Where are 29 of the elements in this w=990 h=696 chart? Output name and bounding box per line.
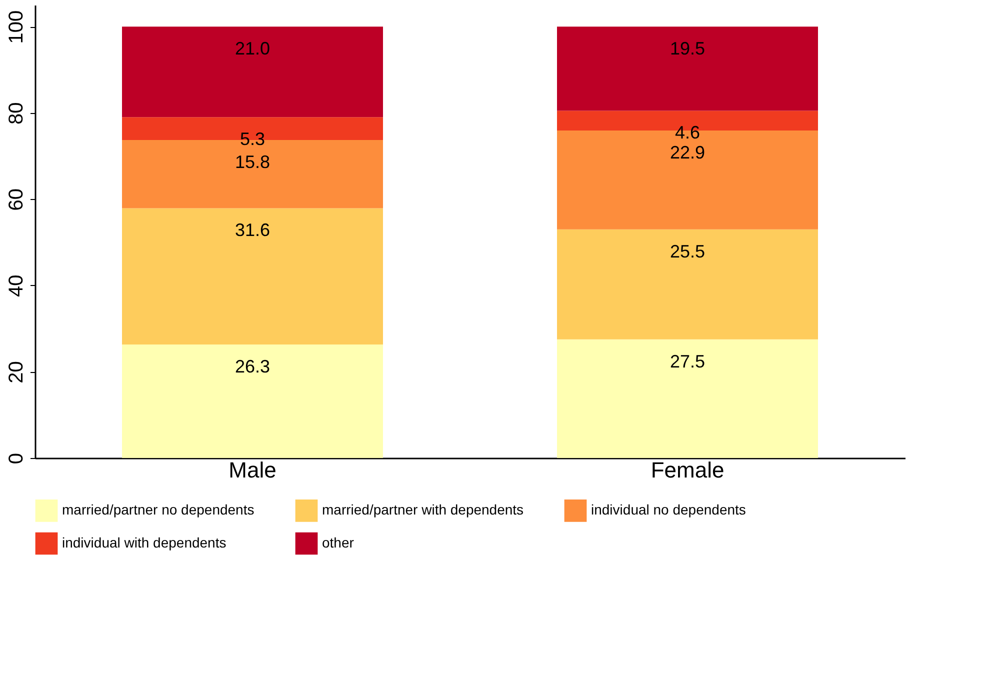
y-tick-label: 100 <box>6 10 28 44</box>
y-tick-label: 80 <box>6 102 28 124</box>
x-tick-label: Male <box>228 458 276 482</box>
bar <box>557 229 818 340</box>
y-tick-label: 20 <box>6 361 28 384</box>
y-tick-label: 60 <box>6 188 28 211</box>
data-label: 15.8 <box>234 152 270 172</box>
data-label: 27.5 <box>670 351 706 372</box>
data-label: 22.9 <box>670 142 706 163</box>
legend-label: individual with dependents <box>62 534 226 550</box>
bar <box>122 208 383 345</box>
y-tick-label: 40 <box>6 274 28 298</box>
data-label: 4.6 <box>674 122 700 143</box>
data-label: 26.3 <box>234 356 270 377</box>
data-label: 25.5 <box>670 241 706 262</box>
data-label: 31.6 <box>234 220 270 240</box>
bar <box>557 339 818 458</box>
bar <box>122 344 383 458</box>
bar <box>557 26 818 111</box>
data-label: 21.0 <box>234 38 270 59</box>
legend-label: individual no dependents <box>591 502 746 518</box>
x-tick-label: Female <box>650 458 724 482</box>
y-tick-label: 0 <box>6 452 28 464</box>
bar <box>122 26 383 118</box>
legend-label: married/partner no dependents <box>62 502 254 518</box>
legend-label: other <box>322 534 354 550</box>
legend-label: married/partner with dependents <box>322 502 524 518</box>
data-label: 5.3 <box>240 129 266 150</box>
data-label: 19.5 <box>670 38 706 59</box>
